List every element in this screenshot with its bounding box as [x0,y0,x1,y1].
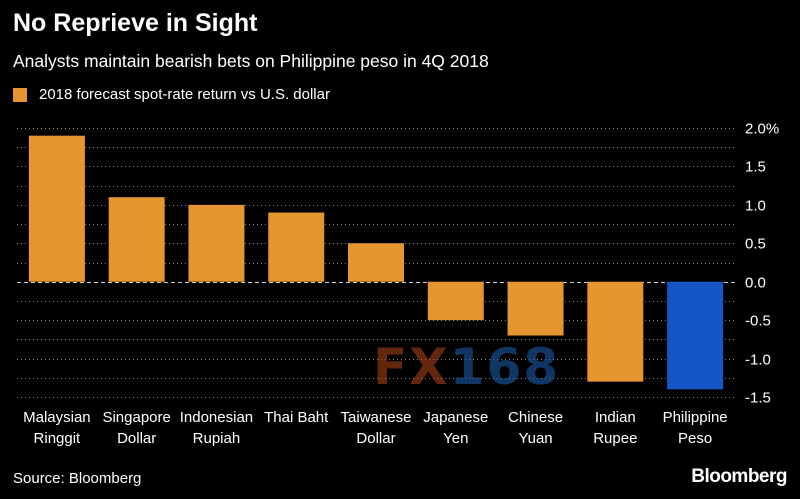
y-tick-label: 0.5 [745,236,766,253]
x-tick-label-line: Rupee [593,430,637,447]
x-tick-label: Thai Baht [264,409,329,426]
x-tick-label-line: Rupiah [193,430,241,447]
x-tick-label-line: Dollar [117,430,156,447]
x-tick-label: Indian Rupee [593,409,637,447]
brand-logo: Bloomberg [691,466,787,487]
source-note: Source: Bloomberg [13,470,142,487]
bar-indonesian-rupiah [188,204,245,282]
x-tick-label-line: Indian [595,409,636,426]
bar-japanese-yen [427,281,484,321]
x-tick-label-line: Thai Baht [264,409,329,426]
watermark-logo: FX168 [373,338,560,396]
x-tick-label-line: Chinese [508,409,563,426]
bar-malaysian-ringgit [28,135,85,282]
y-tick-label: 1.5 [745,159,766,176]
y-tick-label: -1.0 [745,352,771,369]
watermark-part-2: 168 [449,338,561,396]
x-tick-label: Chinese Yuan [508,409,563,447]
x-tick-label-line: Yuan [518,430,552,447]
bar-thai-baht [268,212,325,282]
x-tick-label-line: Singapore [102,409,170,426]
x-tick-label-line: Indonesian [180,409,253,426]
legend: 2018 forecast spot-rate return vs U.S. d… [13,86,330,103]
bar-indian-rupee [587,281,644,382]
x-tick-label-line: Taiwanese [341,409,412,426]
watermark-part-1: FX [373,338,450,396]
y-tick-label: 1.0 [745,198,766,215]
x-tick-label-line: Yen [443,430,468,447]
x-tick-label-line: Peso [678,430,712,447]
bar-singapore-dollar [108,197,165,282]
x-tick-label-line: Japanese [423,409,488,426]
chart-title: No Reprieve in Sight [13,9,258,37]
bar-philippine-peso [667,281,724,390]
x-tick-label: Philippine Peso [663,409,728,447]
chart-subtitle: Analysts maintain bearish bets on Philip… [13,51,489,71]
x-tick-label-line: Philippine [663,409,728,426]
legend-swatch [13,87,27,102]
legend-label: 2018 forecast spot-rate return vs U.S. d… [39,86,330,103]
y-tick-label: -1.5 [745,390,771,407]
x-tick-label: Japanese Yen [423,409,488,447]
bar-chinese-yuan [507,281,564,336]
y-tick-label: 2.0% [745,121,779,138]
y-tick-label: 0.0 [745,275,766,292]
x-tick-label-line: Dollar [356,430,395,447]
x-tick-label-line: Ringgit [34,430,82,447]
y-tick-label: -0.5 [745,313,771,330]
x-tick-label: Indonesian Rupiah [180,409,253,447]
x-tick-label: Malaysian Ringgit [23,409,91,447]
x-tick-label-line: Malaysian [23,409,91,426]
x-tick-label: Taiwanese Dollar [341,409,412,447]
x-tick-label: Singapore Dollar [102,409,170,447]
bar-taiwanese-dollar [348,243,404,282]
